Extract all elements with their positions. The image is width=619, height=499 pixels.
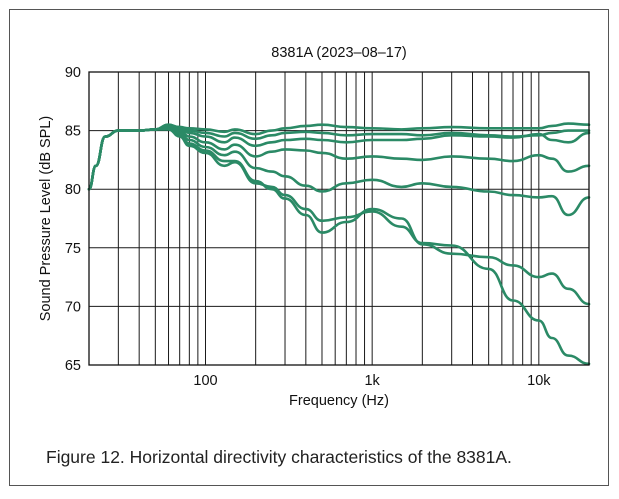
figure-frame: 8381A (2023–08–17) 65 70 75 80 85 90 100 1k 10k …: [9, 9, 609, 486]
chart-title: 8381A (2023–08–17): [271, 45, 406, 61]
figure-caption: Figure 12. Horizontal directivity charac…: [46, 447, 512, 467]
x-tick-label: 1k: [364, 373, 380, 389]
series-line: [87, 125, 591, 217]
series-line: [87, 128, 591, 366]
x-axis-label: Frequency (Hz): [289, 393, 389, 409]
x-tick-label: 10k: [527, 373, 551, 389]
x-tick-label: 100: [193, 373, 217, 389]
y-tick-label: 70: [65, 299, 81, 315]
series-layer: [87, 122, 591, 366]
y-axis-label: Sound Pressure Level (dB SPL): [38, 116, 54, 322]
y-tick-label: 80: [65, 182, 81, 198]
series-line: [87, 127, 591, 306]
plot-border: [88, 71, 590, 366]
y-tick-label: 65: [65, 358, 81, 374]
y-tick-label: 75: [65, 241, 81, 257]
axes-layer: 65 70 75 80 85 90 100 1k 10k: [65, 65, 590, 389]
y-tick-label: 90: [65, 65, 81, 81]
y-tick-label: 85: [65, 124, 81, 140]
